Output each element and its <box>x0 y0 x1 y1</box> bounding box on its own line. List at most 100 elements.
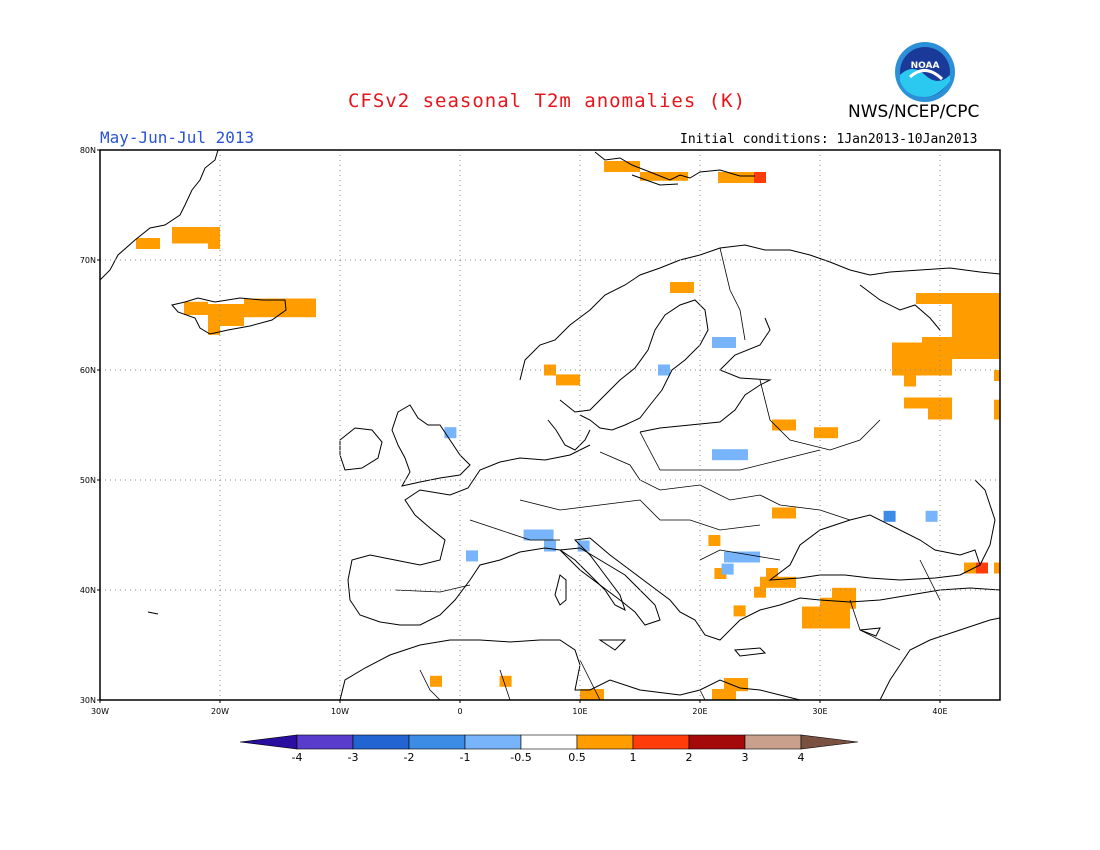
anomaly-cell <box>444 427 457 439</box>
graticule <box>100 150 1000 700</box>
anomaly-cell <box>640 172 688 181</box>
anomaly-cell <box>712 337 736 348</box>
border-6 <box>699 549 781 561</box>
legend-label: 2 <box>686 751 693 764</box>
legend-bin <box>296 734 354 750</box>
map-title: CFSv2 seasonal T2m anomalies (K) <box>0 90 1100 112</box>
legend-label: -0.5 <box>510 751 531 764</box>
anomaly-cell <box>814 427 838 439</box>
anomaly-cell <box>916 293 976 304</box>
anomaly-cell <box>964 562 976 574</box>
legend-cap-high <box>800 734 859 750</box>
border-8 <box>719 247 746 341</box>
anomaly-cell <box>556 374 580 386</box>
anomaly-cell <box>724 551 760 563</box>
anomaly-cells <box>136 161 1000 700</box>
map-frame <box>99 149 1001 701</box>
anomaly-cell <box>604 161 640 172</box>
map-title-text: CFSv2 seasonal T2m anomalies (K) <box>347 90 747 112</box>
anomaly-cell <box>976 562 988 574</box>
coast-sweden <box>559 299 709 431</box>
anomaly-cell <box>802 606 850 629</box>
legend-label: -1 <box>460 751 471 764</box>
legend-label: -4 <box>292 751 303 764</box>
anomaly-cell <box>466 550 478 562</box>
coast-corsica-sardinia <box>554 574 567 606</box>
border-1 <box>599 451 851 521</box>
coast-denmark <box>547 419 591 451</box>
latitude-label: 50N <box>80 476 96 485</box>
anomaly-cell <box>772 419 796 431</box>
longitude-label: 20E <box>692 707 707 716</box>
legend-cap-low <box>239 734 298 750</box>
legend-bin <box>576 734 634 750</box>
anomaly-cell <box>754 172 766 183</box>
anomaly-cell <box>714 568 727 579</box>
latitude-label: 60N <box>80 366 96 375</box>
anomaly-cell <box>208 238 220 249</box>
noaa-logo-text: NOAA <box>911 61 940 71</box>
anomaly-cell <box>925 510 938 522</box>
border-5 <box>394 584 471 593</box>
coast-levant <box>879 617 1001 701</box>
anomaly-cell <box>670 282 694 293</box>
legend-label: 3 <box>742 751 749 764</box>
anomaly-cell <box>904 375 916 387</box>
anomaly-cell <box>721 563 734 575</box>
latitude-label: 70N <box>80 256 96 265</box>
anomaly-cell <box>724 678 748 692</box>
coast-azores-hint <box>147 611 159 615</box>
latitude-label: 80N <box>80 146 96 155</box>
latitude-label: 30N <box>80 696 96 705</box>
coast-sicily <box>598 639 627 651</box>
anomaly-cell <box>499 675 512 687</box>
anomaly-cell <box>523 529 554 541</box>
anomaly-cell <box>430 675 442 687</box>
coast-italy <box>558 547 661 626</box>
anomaly-cell <box>184 301 208 315</box>
initial-conditions: Initial conditions: 1Jan2013-10Jan2013 <box>680 132 978 147</box>
legend-bin <box>688 734 746 750</box>
color-legend: -4 -3 -2 -1 -0.5 0.5 1 2 3 4 <box>239 734 859 764</box>
anomaly-cell <box>712 689 736 700</box>
longitude-label: 0 <box>457 707 462 716</box>
longitude-label: 30E <box>812 707 827 716</box>
forecast-period: May-Jun-Jul 2013 <box>100 128 255 147</box>
coast-baltic <box>639 317 772 433</box>
agency-label: NWS/NCEP/CPC <box>848 102 980 122</box>
longitude-label: 10W <box>331 707 349 716</box>
noaa-logo: NOAA <box>895 42 955 102</box>
legend-label: 4 <box>798 751 805 764</box>
anomaly-cell <box>883 510 896 522</box>
legend-bin <box>744 734 802 750</box>
anomaly-cell <box>244 298 316 318</box>
anomaly-cell <box>994 370 1000 381</box>
anomaly-cell <box>733 605 746 617</box>
coast-iceland <box>171 297 287 335</box>
legend-bin <box>352 734 410 750</box>
anomaly-cell <box>208 323 220 335</box>
anomaly-cell <box>718 172 754 183</box>
border-10 <box>849 559 941 651</box>
legend-bin <box>520 734 578 750</box>
anomaly-cell <box>994 562 1000 574</box>
anomaly-cell <box>952 293 1000 359</box>
coast-svalbard <box>594 151 755 186</box>
anomaly-cell <box>577 540 590 552</box>
coast-cyprus <box>859 627 881 637</box>
anomaly-cell <box>772 507 796 519</box>
anomaly-cell <box>580 689 604 700</box>
border-2 <box>639 431 821 471</box>
latitude-label: 40N <box>80 586 96 595</box>
anomaly-cell <box>760 576 796 588</box>
border-7 <box>759 379 881 451</box>
axis-labels: 80N 70N 60N 50N 40N 30N 30W 20W 10W 0 10E 20E 30E 40E <box>80 146 948 716</box>
coast-ireland <box>339 427 383 471</box>
coast-white-sea <box>859 284 941 331</box>
coast-greenland <box>99 149 219 281</box>
anomaly-cell <box>208 304 244 326</box>
anomaly-cell <box>820 597 856 609</box>
longitude-label: 40E <box>932 707 947 716</box>
longitude-label: 20W <box>211 707 229 716</box>
